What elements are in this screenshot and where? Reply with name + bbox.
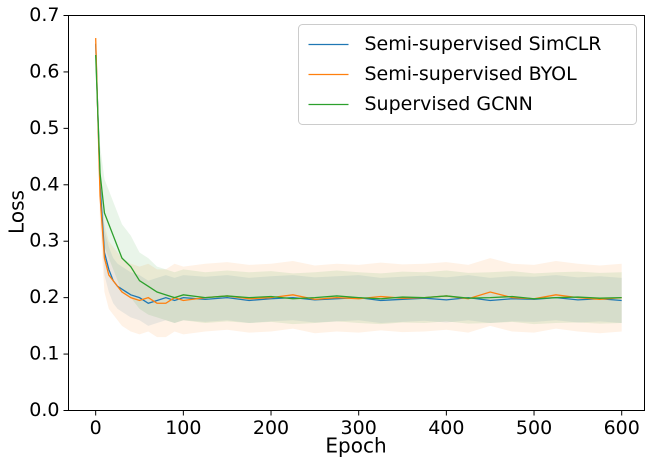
series-line [95,38,622,304]
y-tick-label: 0.6 [29,60,59,82]
x-tick-label: 200 [253,417,289,439]
x-tick-label: 300 [341,417,377,439]
y-tick-label: 0.1 [29,343,59,365]
x-axis-label: Epoch [325,434,386,458]
plot-area [95,32,622,338]
x-tick-label: 0 [90,417,102,439]
y-tick-label: 0.5 [29,117,59,139]
y-tick-label: 0.3 [29,230,59,252]
x-tick-label: 400 [428,417,464,439]
legend-label: Supervised GCNN [365,93,533,115]
y-tick-label: 0.4 [29,173,59,195]
x-tick-label: 100 [165,417,201,439]
legend-box [298,24,637,125]
plot-frame [68,15,645,411]
series-line [95,54,622,300]
series-line [95,43,622,304]
y-tick-label: 0.7 [29,4,59,26]
legend: Semi-supervised SimCLR Semi-supervised BY… [298,24,637,125]
band [95,32,622,338]
x-tick-label: 500 [516,417,552,439]
x-tick-label: 600 [604,417,640,439]
legend-label: Semi-supervised SimCLR [365,33,602,55]
y-tick-label: 0.2 [29,286,59,308]
y-tick-label: 0.0 [29,399,59,421]
legend-label: Semi-supervised BYOL [365,63,578,85]
y-axis-label: Loss [5,190,29,234]
